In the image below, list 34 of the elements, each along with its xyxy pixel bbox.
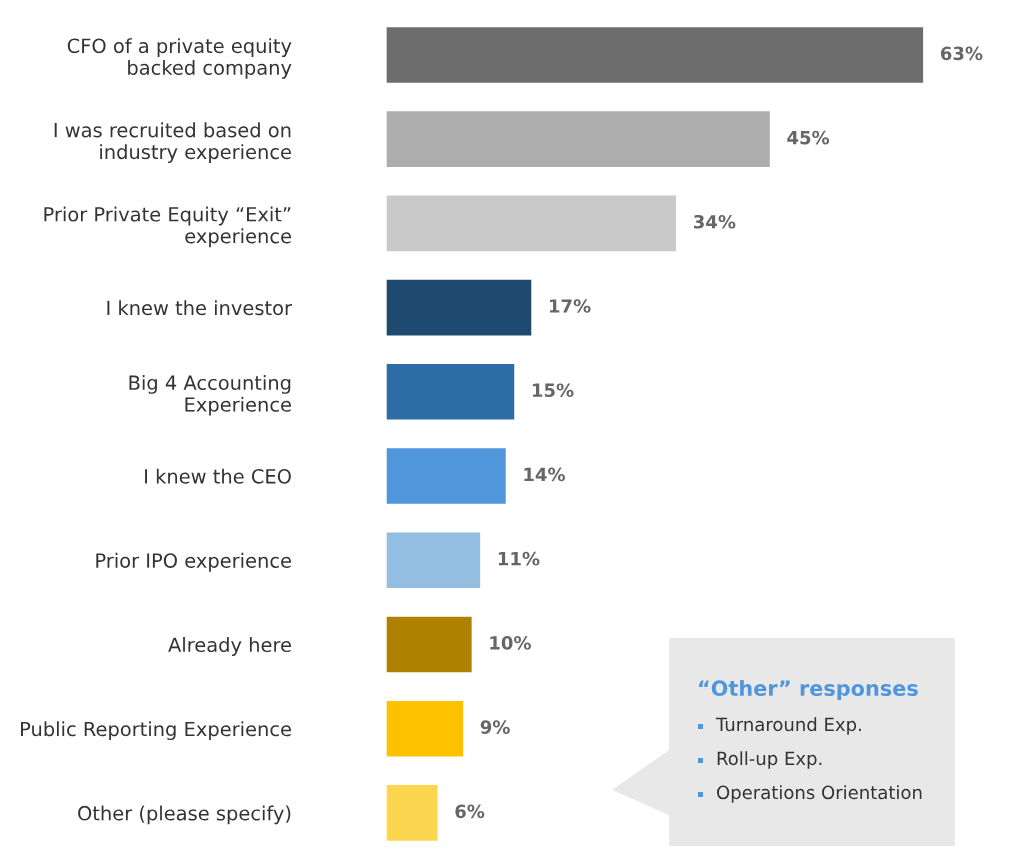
- annotation: Operations Orientation: [717, 785, 922, 803]
- y-tick-label: Prior IPO experience: [96, 552, 291, 572]
- y-tick-label: Already here: [168, 637, 291, 656]
- y-tick-label: I knew the CEO: [145, 468, 291, 484]
- data-label: 34%: [693, 214, 736, 229]
- data-label: 10%: [490, 636, 531, 650]
- data-label: 11%: [498, 551, 540, 566]
- y-tick-label: Public Reporting Experience: [21, 721, 291, 741]
- y-tick-label: Other (please specify): [78, 805, 291, 825]
- y-tick-label: CFO of a private equity backed company: [67, 38, 292, 79]
- annotation: Turnaround Exp.: [715, 717, 861, 735]
- bar: [386, 364, 515, 420]
- data-label: 17%: [549, 299, 591, 313]
- data-label: 45%: [787, 130, 830, 145]
- bar: [386, 616, 472, 673]
- bar: [386, 785, 438, 841]
- bar: [386, 279, 532, 336]
- data-label: 14%: [524, 467, 566, 482]
- bar: [386, 195, 677, 252]
- data-label: 15%: [532, 383, 574, 398]
- bar: [386, 700, 464, 757]
- y-tick-label: Prior Private Equity “Exit” experience: [44, 206, 291, 248]
- y-tick-label: I knew the investor: [107, 300, 293, 316]
- data-label: 63%: [940, 46, 983, 61]
- bar: [386, 448, 506, 504]
- bar: [386, 532, 481, 589]
- data-label: 9%: [480, 720, 510, 734]
- annotation: Roll-up Exp.: [717, 751, 822, 769]
- y-tick-label: I was recruited based on industry experience: [54, 122, 291, 163]
- annotation: “Other” responses: [699, 679, 918, 701]
- data-label: 6%: [455, 804, 485, 819]
- bar: [386, 111, 770, 167]
- bar: [386, 27, 924, 83]
- y-tick-label: Big 4 Accounting Experience: [129, 375, 291, 416]
